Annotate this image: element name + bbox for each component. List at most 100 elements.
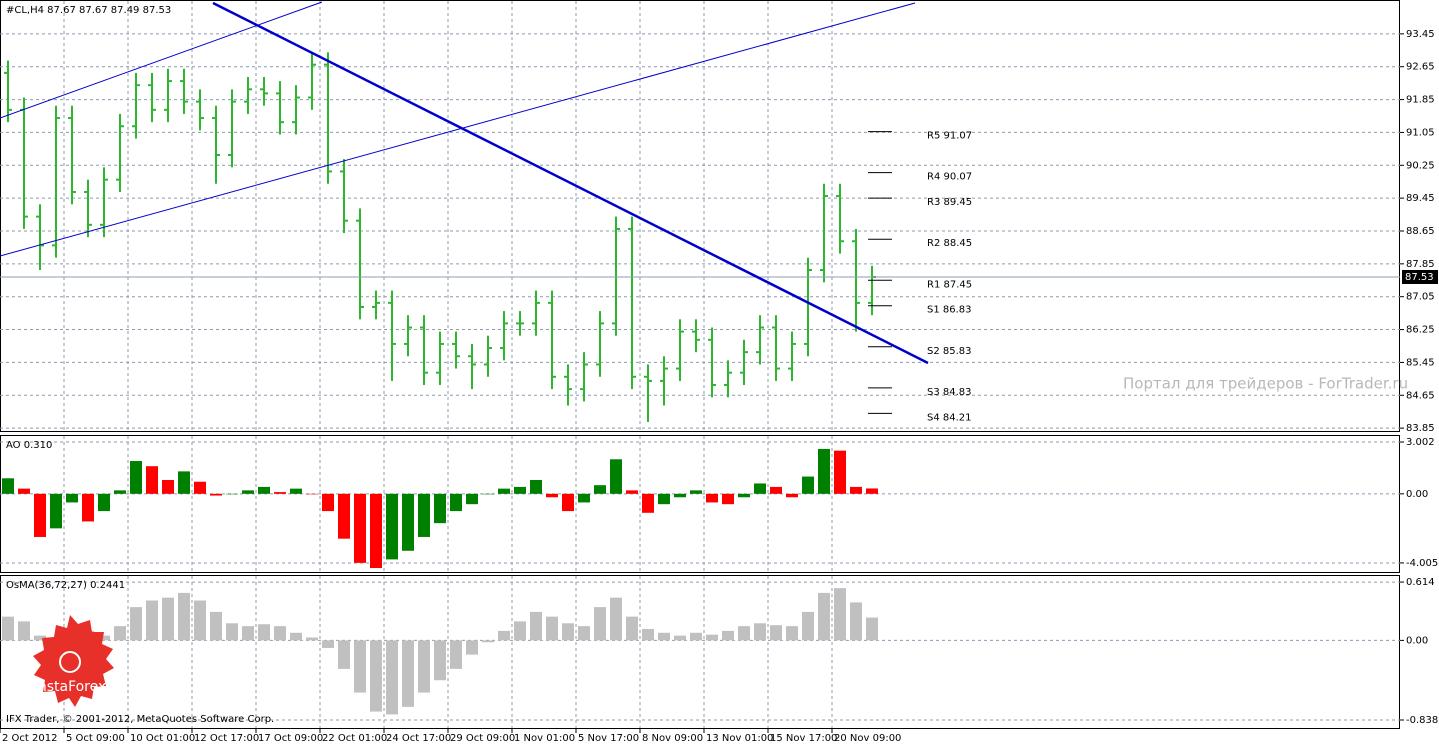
histogram-bar xyxy=(498,488,510,494)
histogram-bar xyxy=(482,640,494,643)
histogram-bar xyxy=(834,588,846,641)
histogram-bar xyxy=(178,592,190,641)
histogram-bar xyxy=(370,493,382,569)
histogram-bar xyxy=(738,626,750,641)
x-tick-label: 2 Oct 2012 xyxy=(2,733,57,744)
x-tick-label: 15 Nov 17:00 xyxy=(770,733,837,744)
histogram-bar xyxy=(498,630,510,641)
x-tick-label: 8 Nov 09:00 xyxy=(642,733,703,744)
histogram-bar xyxy=(402,640,414,707)
pivot-label: R4 90.07 xyxy=(927,172,972,183)
histogram-bar xyxy=(162,597,174,641)
trend-line xyxy=(212,1,929,365)
y-tick-label: 3.002 xyxy=(1406,437,1435,448)
x-tick-label: 29 Oct 09:00 xyxy=(450,733,515,744)
histogram-bar xyxy=(610,459,622,494)
x-tick-label: 10 Oct 01:00 xyxy=(130,733,195,744)
x-tick-label: 20 Nov 09:00 xyxy=(834,733,901,744)
histogram-bar xyxy=(706,493,718,503)
histogram-bar xyxy=(866,488,878,494)
pivot-label: R2 88.45 xyxy=(927,238,972,249)
histogram-bar xyxy=(98,635,110,641)
histogram-bar xyxy=(418,640,430,693)
histogram-bar xyxy=(178,471,190,494)
y-tick-label: 91.85 xyxy=(1406,95,1435,106)
histogram-bar xyxy=(706,634,718,641)
y-tick-label: 90.25 xyxy=(1406,160,1435,171)
histogram-bar xyxy=(578,493,590,503)
x-tick-label: 1 Nov 01:00 xyxy=(514,733,575,744)
histogram-bar xyxy=(34,493,46,537)
histogram-bar xyxy=(594,607,606,641)
histogram-bar xyxy=(658,493,670,505)
histogram-bar xyxy=(770,625,782,641)
histogram-bar xyxy=(242,626,254,641)
histogram-bar xyxy=(210,611,222,641)
histogram-bar xyxy=(258,486,270,494)
histogram-bar xyxy=(434,640,446,681)
histogram-bar xyxy=(850,486,862,494)
histogram-bar xyxy=(530,611,542,641)
y-tick-label: 83.85 xyxy=(1406,423,1435,434)
histogram-bar xyxy=(18,488,30,494)
y-tick-label: 88.65 xyxy=(1406,226,1435,237)
histogram-bar xyxy=(290,632,302,641)
y-tick-label: 91.05 xyxy=(1406,127,1435,138)
histogram-bar xyxy=(194,481,206,494)
histogram-bar xyxy=(754,623,766,641)
histogram-bar xyxy=(466,493,478,505)
x-tick-label: 17 Oct 09:00 xyxy=(258,733,323,744)
x-tick-label: 22 Oct 01:00 xyxy=(322,733,387,744)
histogram-bar xyxy=(146,600,158,641)
histogram-bar xyxy=(850,602,862,641)
histogram-bar xyxy=(130,607,142,641)
histogram-bar xyxy=(434,493,446,524)
histogram-bar xyxy=(82,493,94,522)
histogram-bar xyxy=(642,628,654,641)
histogram-bar xyxy=(722,493,734,505)
y-tick-label: 87.05 xyxy=(1406,292,1435,303)
histogram-bar xyxy=(626,616,638,641)
pivot-label: R5 91.07 xyxy=(927,131,972,142)
histogram-bar xyxy=(146,466,158,494)
histogram-bar xyxy=(386,493,398,560)
histogram-bar xyxy=(114,490,126,494)
logo-text: InstaForex xyxy=(34,679,107,695)
pivot-label: S1 86.83 xyxy=(927,305,972,316)
histogram-bar xyxy=(530,480,542,494)
histogram-bar xyxy=(450,640,462,669)
histogram-bar xyxy=(2,478,14,494)
copyright: IFX Trader, © 2001-2012, MetaQuotes Soft… xyxy=(6,714,274,725)
histogram-bar xyxy=(674,635,686,641)
pivot-label: S3 84.83 xyxy=(927,387,972,398)
panel-title: AO 0.310 xyxy=(6,440,52,451)
x-tick-label: 12 Oct 17:00 xyxy=(194,733,259,744)
ao-panel xyxy=(0,435,1400,573)
y-tick-label: 87.85 xyxy=(1406,259,1435,270)
watermark: Портал для трейдеров - ForTrader.ru xyxy=(1123,375,1408,393)
y-tick-label: 84.65 xyxy=(1406,390,1435,401)
histogram-bar xyxy=(98,493,110,512)
histogram-bar xyxy=(674,493,686,498)
histogram-bar xyxy=(562,623,574,641)
histogram-bar xyxy=(482,493,494,495)
histogram-bar xyxy=(354,493,366,563)
x-tick-label: 5 Nov 17:00 xyxy=(578,733,639,744)
histogram-bar xyxy=(786,493,798,498)
pivot-label: S2 85.83 xyxy=(927,346,972,357)
histogram-bar xyxy=(210,493,222,496)
histogram-bar xyxy=(626,490,638,494)
y-tick-label: -0.8387 xyxy=(1406,715,1439,726)
histogram-bar xyxy=(290,488,302,494)
histogram-bar xyxy=(34,635,46,641)
histogram-bar xyxy=(162,480,174,494)
histogram-bar xyxy=(418,493,430,537)
histogram-bar xyxy=(546,493,558,498)
logo-star xyxy=(33,615,114,707)
histogram-bar xyxy=(242,490,254,494)
histogram-bar xyxy=(514,486,526,494)
histogram-bar xyxy=(130,461,142,494)
histogram-bar xyxy=(114,626,126,641)
y-tick-label: 89.45 xyxy=(1406,193,1435,204)
